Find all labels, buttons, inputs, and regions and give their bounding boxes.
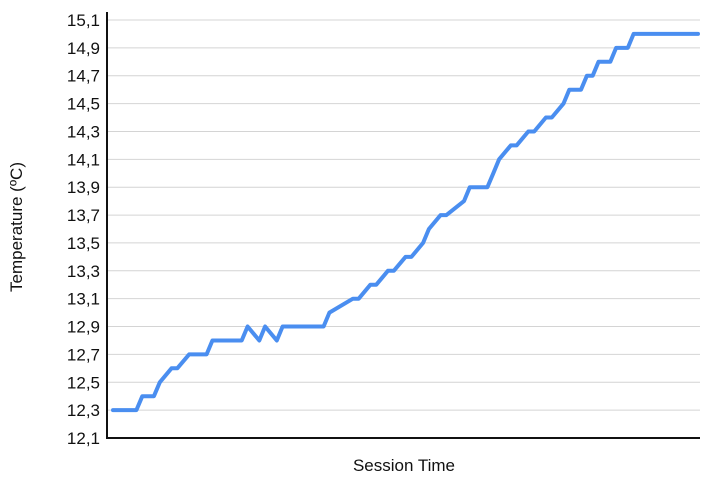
- y-tick-label: 12,1: [67, 429, 100, 448]
- gridlines: [107, 19, 700, 411]
- y-tick-label: 12,7: [67, 345, 100, 364]
- y-tick-labels: 12,1 12,3 12,5 12,7 12,9 13,1 13,3 13,5 13,7 13,9…: [67, 11, 100, 448]
- y-tick-label: 14,1: [67, 150, 100, 169]
- y-tick-label: 13,1: [67, 290, 100, 309]
- y-tick-label: 14,5: [67, 95, 100, 114]
- y-tick-label: 13,3: [67, 262, 100, 281]
- y-tick-label: 14,3: [67, 122, 100, 141]
- y-tick-label: 14,7: [67, 67, 100, 86]
- y-tick-label: 13,9: [67, 178, 100, 197]
- x-axis-title: Session Time: [353, 456, 455, 475]
- y-tick-label: 13,5: [67, 234, 100, 253]
- y-tick-label: 15,1: [67, 11, 100, 30]
- y-tick-label: 12,3: [67, 401, 100, 420]
- temperature-series-line: [111, 31, 700, 413]
- y-tick-label: 12,5: [67, 373, 100, 392]
- y-tick-label: 13,7: [67, 206, 100, 225]
- y-tick-label: 14,9: [67, 39, 100, 58]
- y-axis-title: Temperature (ºC): [7, 162, 26, 292]
- y-tick-label: 12,9: [67, 318, 100, 337]
